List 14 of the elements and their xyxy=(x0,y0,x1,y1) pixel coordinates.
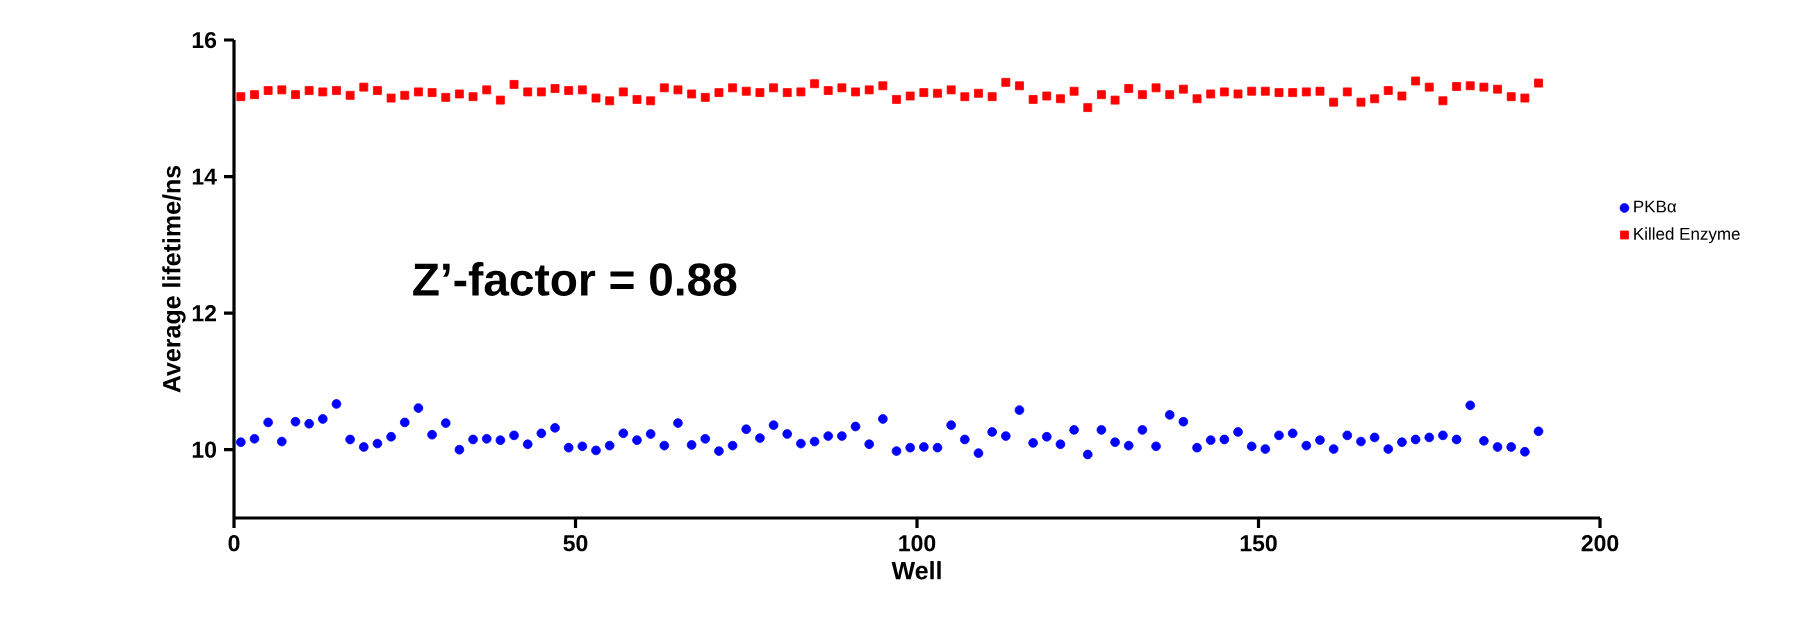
x-tick-label: 0 xyxy=(228,535,240,552)
x-tick-label: 50 xyxy=(563,535,588,552)
x-tick-label: 100 xyxy=(899,535,936,552)
x-axis-title: Well xyxy=(891,561,941,580)
y-tick-label: 14 xyxy=(192,168,217,185)
annotation: Z’-factor = 0.88 xyxy=(413,262,737,296)
x-tick-label: 200 xyxy=(1581,535,1619,552)
y-tick-label: 10 xyxy=(192,441,216,458)
legend-label: Killed Enzyme xyxy=(1634,227,1740,244)
y-axis-title: Average lifetime/ns xyxy=(162,165,186,393)
legend-label: PKBα xyxy=(1634,200,1677,213)
y-tick-label: 16 xyxy=(192,31,217,49)
x-tick-label: 150 xyxy=(1240,535,1277,552)
y-tick-label: 12 xyxy=(192,305,216,322)
